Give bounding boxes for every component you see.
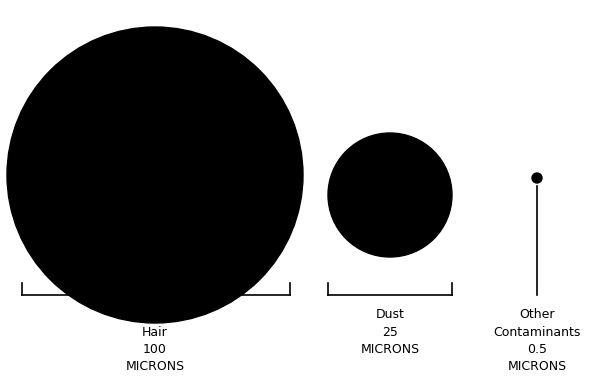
Text: Dust
25
MICRONS: Dust 25 MICRONS [361,308,419,356]
Text: Human
Hair
100
MICRONS: Human Hair 100 MICRONS [125,308,185,374]
Text: Other
Contaminants
0.5
MICRONS: Other Contaminants 0.5 MICRONS [493,308,581,374]
Circle shape [328,133,452,257]
Circle shape [7,27,303,323]
Circle shape [532,173,542,183]
